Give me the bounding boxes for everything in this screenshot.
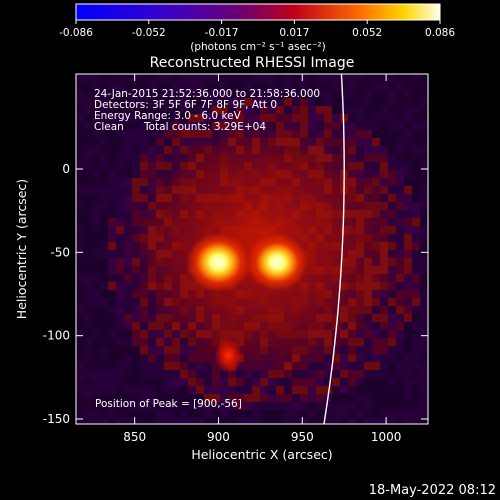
x-tick-label: 900	[207, 430, 230, 444]
x-axis-ticks: 850 900 950 1000	[123, 74, 401, 444]
source-3	[214, 337, 243, 374]
heatmap-image	[76, 74, 428, 424]
colorbar-tick-label: -0.017	[205, 27, 239, 39]
annotation-peak: Position of Peak = [900,-56]	[95, 398, 242, 410]
annotation-time: 24-Jan-2015 21:52:36.000 to 21:58:36.000	[94, 88, 320, 100]
y-tick-label: -150	[43, 412, 70, 426]
colorbar-tick-label: 0.052	[352, 27, 382, 39]
y-axis-ticks: 0 -50 -100 -150	[43, 162, 428, 426]
solar-limb	[323, 74, 345, 424]
colorbar-tick-label: 0.086	[425, 27, 455, 39]
y-axis-label: Heliocentric Y (arcsec)	[14, 179, 29, 319]
y-tick-label: -100	[43, 329, 70, 343]
y-tick-label: 0	[62, 162, 70, 176]
annotation-energy: Energy Range: 3.0 - 6.0 keV	[94, 110, 242, 122]
chart-title: Reconstructed RHESSI Image	[150, 55, 355, 71]
annotation-detectors: Detectors: 3F 5F 6F 7F 8F 9F, Att 0	[94, 99, 277, 111]
colorbar-unit-label: (photons cm⁻² s⁻¹ asec⁻²)	[190, 41, 325, 53]
colorbar	[75, 3, 441, 21]
source-2	[246, 234, 308, 291]
x-tick-label: 1000	[371, 430, 402, 444]
plot-frame	[75, 73, 429, 425]
colorbar-tick-label: -0.052	[132, 27, 166, 39]
annotation-block: 24-Jan-2015 21:52:36.000 to 21:58:36.000…	[94, 88, 320, 410]
x-axis-label: Heliocentric X (arcsec)	[191, 447, 332, 462]
annotation-counts: Total counts: 3.29E+04	[143, 121, 266, 133]
annotation-clean: Clean	[94, 121, 124, 133]
source-1	[186, 232, 251, 292]
x-tick-label: 950	[291, 430, 314, 444]
colorbar-ticks: -0.086 -0.052 -0.017 0.017 0.052 0.086	[59, 20, 455, 39]
x-tick-label: 850	[123, 430, 146, 444]
colorbar-tick-label: 0.017	[279, 27, 309, 39]
footer-timestamp: 18-May-2022 08:12	[369, 483, 496, 498]
y-tick-label: -50	[50, 245, 70, 259]
colorbar-tick-label: -0.086	[59, 27, 93, 39]
